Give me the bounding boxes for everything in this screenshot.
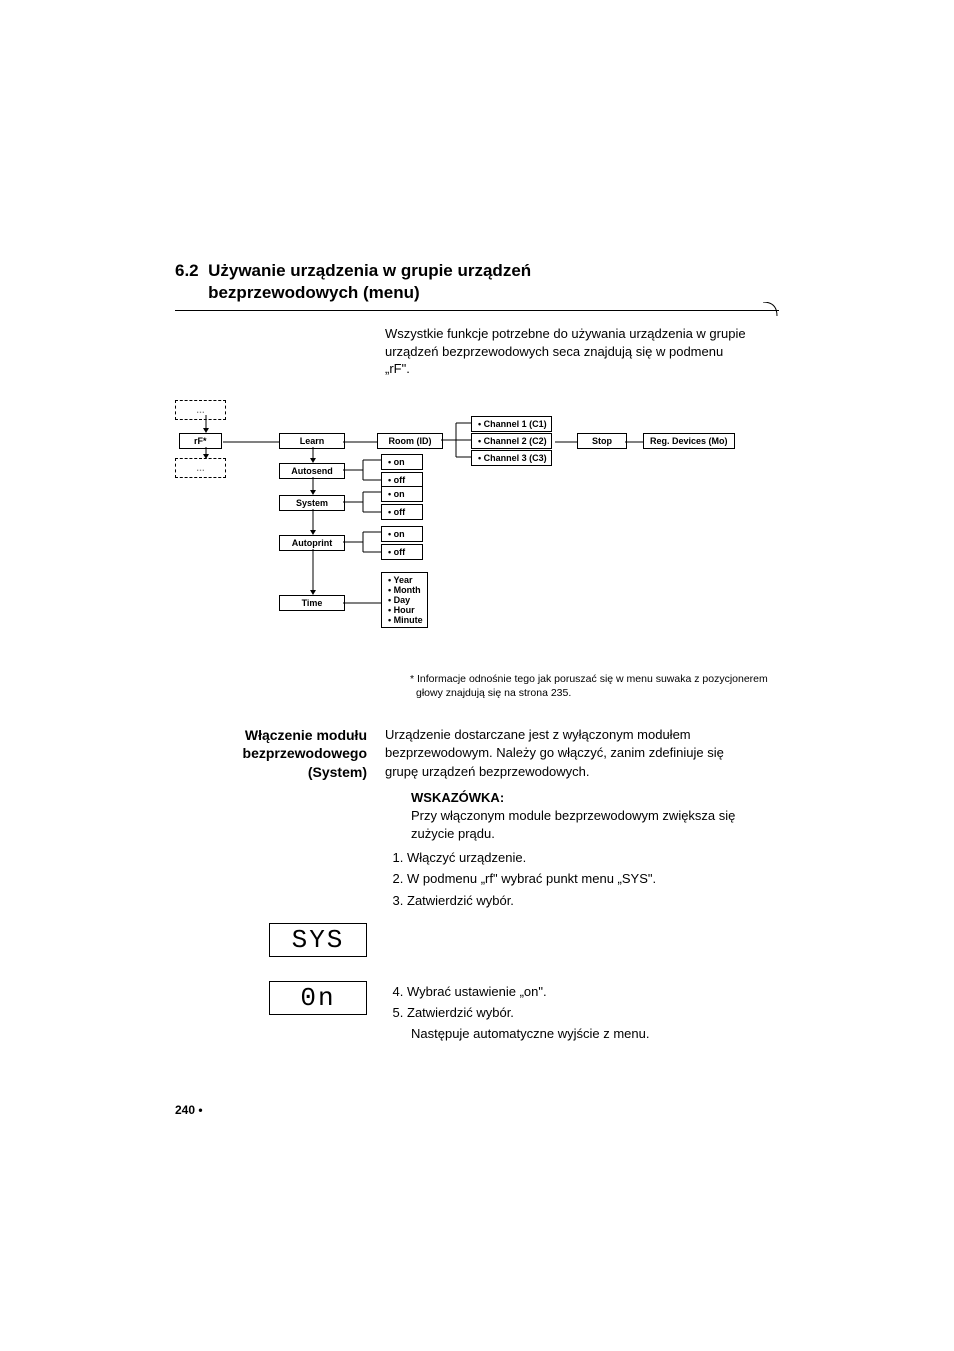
display-on: 0n xyxy=(269,981,367,1015)
autosend-on: • on xyxy=(381,454,423,470)
time-day: • Day xyxy=(388,595,423,605)
steps-list-b: Wybrać ustawienie „on". Zatwierdzić wybó… xyxy=(385,983,754,1022)
connector-fork xyxy=(343,539,381,553)
room-node: Room (ID) xyxy=(377,433,443,449)
arrow-down-icon xyxy=(308,549,318,595)
channel-2: • Channel 2 (C2) xyxy=(471,433,552,449)
time-minute: • Minute xyxy=(388,615,423,625)
hint-label: WSKAZÓWKA: xyxy=(411,789,754,807)
reg-devices-node: Reg. Devices (Mo) xyxy=(643,433,735,449)
connector-line xyxy=(343,439,377,445)
arrow-down-icon xyxy=(308,477,318,495)
step-3: Zatwierdzić wybór. xyxy=(407,892,754,910)
side-heading: Włączenie modułu bezprzewodowego (System… xyxy=(175,726,367,913)
body-column: Urządzenie dostarczane jest z wyłączonym… xyxy=(385,726,779,913)
arrow-down-icon xyxy=(308,509,318,535)
arrow-down-icon xyxy=(201,415,211,433)
autoprint-on: • on xyxy=(381,526,423,542)
arrow-down-icon xyxy=(201,447,211,459)
stop-node: Stop xyxy=(577,433,627,449)
time-month: • Month xyxy=(388,585,423,595)
menu-diagram: … rF* … Learn Autosend System Autoprint … xyxy=(175,400,779,660)
autoprint-off: • off xyxy=(381,544,423,560)
connector-line xyxy=(625,439,643,445)
system-off: • off xyxy=(381,504,423,520)
system-on: • on xyxy=(381,486,423,502)
step-4: Wybrać ustawienie „on". xyxy=(407,983,754,1001)
connector-fork xyxy=(441,437,471,463)
step-5: Zatwierdzić wybór. xyxy=(407,1004,754,1022)
display-sys: SYS xyxy=(269,923,367,957)
step-1: Włączyć urządzenie. xyxy=(407,849,754,867)
step-2: W podmenu „rf" wybrać punkt menu „SYS". xyxy=(407,870,754,888)
arrow-down-icon xyxy=(308,447,318,463)
sub-paragraph: Urządzenie dostarczane jest z wyłączonym… xyxy=(385,726,754,781)
section-heading: 6.2 Używanie urządzenia w grupie urządze… xyxy=(175,260,779,304)
page-number: 240 • xyxy=(175,1103,779,1117)
steps-list-a: Włączyć urządzenie. W podmenu „rf" wybra… xyxy=(385,849,754,910)
time-items: • Year • Month • Day • Hour • Minute xyxy=(381,572,428,628)
intro-text: Wszystkie funkcje potrzebne do używania … xyxy=(385,325,779,378)
after-note: Następuje automatyczne wyjście z menu. xyxy=(411,1025,754,1043)
time-hour: • Hour xyxy=(388,605,423,615)
page: 6.2 Używanie urządzenia w grupie urządze… xyxy=(0,0,954,1177)
subsection: Włączenie modułu bezprzewodowego (System… xyxy=(175,726,779,913)
channel-1: • Channel 1 (C1) xyxy=(471,416,552,432)
display-row-1: SYS xyxy=(175,919,779,961)
rule-curve xyxy=(763,302,779,318)
placeholder-node-2: … xyxy=(175,458,226,478)
channel-3: • Channel 3 (C3) xyxy=(471,450,552,466)
hint-text: Przy włączonym module bezprzewodowym zwi… xyxy=(411,807,754,843)
section-number: 6.2 xyxy=(175,261,199,280)
display-row-2: 0n Wybrać ustawienie „on". Zatwierdzić w… xyxy=(175,977,779,1044)
time-node: Time xyxy=(279,595,345,611)
connector-fork xyxy=(343,499,381,513)
connector-fork xyxy=(343,467,381,481)
connector-line xyxy=(555,439,577,445)
connector-line xyxy=(343,600,381,606)
section-title-2: bezprzewodowych (menu) xyxy=(208,283,420,302)
connector-line xyxy=(223,439,279,445)
section-rule xyxy=(175,310,779,311)
section-title-1: Używanie urządzenia w grupie urządzeń xyxy=(208,261,531,280)
time-year: • Year xyxy=(388,575,423,585)
footnote: * Informacje odnośnie tego jak poruszać … xyxy=(410,672,779,700)
